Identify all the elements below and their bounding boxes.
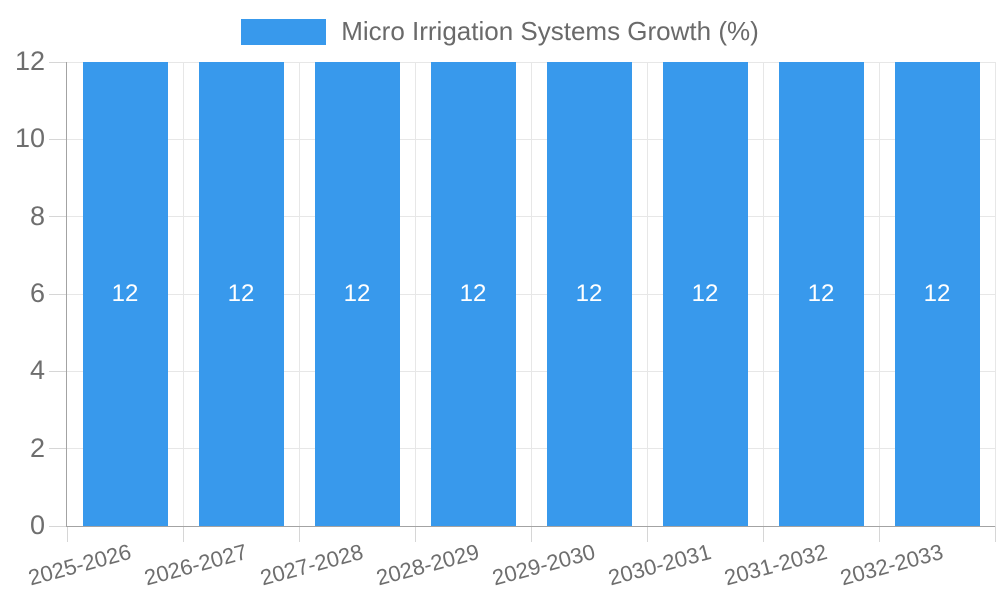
x-gridline <box>994 62 996 526</box>
y-tick-mark <box>49 216 67 218</box>
bar: 12 <box>546 62 632 526</box>
x-tick-mark <box>994 526 996 542</box>
x-gridline <box>414 62 416 526</box>
x-tick-mark <box>762 526 764 542</box>
x-tick-label: 2030-2031 <box>605 539 714 591</box>
y-tick-label: 2 <box>29 432 45 463</box>
x-gridline <box>878 62 880 526</box>
x-gridline <box>182 62 184 526</box>
x-tick-label: 2027-2028 <box>257 539 366 591</box>
bar-value-label: 12 <box>459 280 487 307</box>
x-tick-mark <box>298 526 300 542</box>
bar-value-label: 12 <box>575 280 603 307</box>
x-tick-label: 2028-2029 <box>373 539 482 591</box>
bar: 12 <box>314 62 400 526</box>
x-axis-line <box>66 525 995 527</box>
y-tick-label: 6 <box>29 277 45 308</box>
bar-value-label: 12 <box>923 280 951 307</box>
x-gridline <box>298 62 300 526</box>
bar-value-label: 12 <box>343 280 371 307</box>
bar: 12 <box>778 62 864 526</box>
x-tick-mark <box>530 526 532 542</box>
x-tick-mark <box>66 526 68 542</box>
x-gridline <box>530 62 532 526</box>
bar: 12 <box>430 62 516 526</box>
x-gridline <box>646 62 648 526</box>
y-tick-label: 8 <box>29 200 45 231</box>
bar: 12 <box>82 62 168 526</box>
y-tick-mark <box>49 370 67 372</box>
x-gridline <box>762 62 764 526</box>
legend-swatch <box>241 18 327 45</box>
y-tick-label: 0 <box>29 509 45 540</box>
bar: 12 <box>198 62 284 526</box>
bar-value-label: 12 <box>807 280 835 307</box>
x-tick-label: 2031-2032 <box>721 539 830 591</box>
bar: 12 <box>662 62 748 526</box>
x-tick-mark <box>878 526 880 542</box>
bar-value-label: 12 <box>691 280 719 307</box>
y-tick-label: 4 <box>29 355 45 386</box>
x-tick-mark <box>182 526 184 542</box>
bar-value-label: 12 <box>227 280 255 307</box>
bar: 12 <box>894 62 980 526</box>
y-tick-mark <box>49 448 67 450</box>
x-tick-label: 2029-2030 <box>489 539 598 591</box>
y-tick-mark <box>49 293 67 295</box>
x-tick-label: 2026-2027 <box>141 539 250 591</box>
legend-label: Micro Irrigation Systems Growth (%) <box>341 16 759 46</box>
x-tick-mark <box>646 526 648 542</box>
y-tick-label: 12 <box>14 45 45 76</box>
x-tick-mark <box>414 526 416 542</box>
legend-item[interactable]: Micro Irrigation Systems Growth (%) <box>0 16 1000 47</box>
y-axis-line <box>66 62 67 526</box>
bar-value-label: 12 <box>111 280 139 307</box>
y-tick-label: 10 <box>14 123 45 154</box>
x-tick-label: 2025-2026 <box>25 539 134 591</box>
x-tick-label: 2032-2033 <box>837 539 946 591</box>
y-tick-mark <box>49 525 67 527</box>
y-tick-mark <box>49 138 67 140</box>
y-tick-mark <box>49 61 67 63</box>
